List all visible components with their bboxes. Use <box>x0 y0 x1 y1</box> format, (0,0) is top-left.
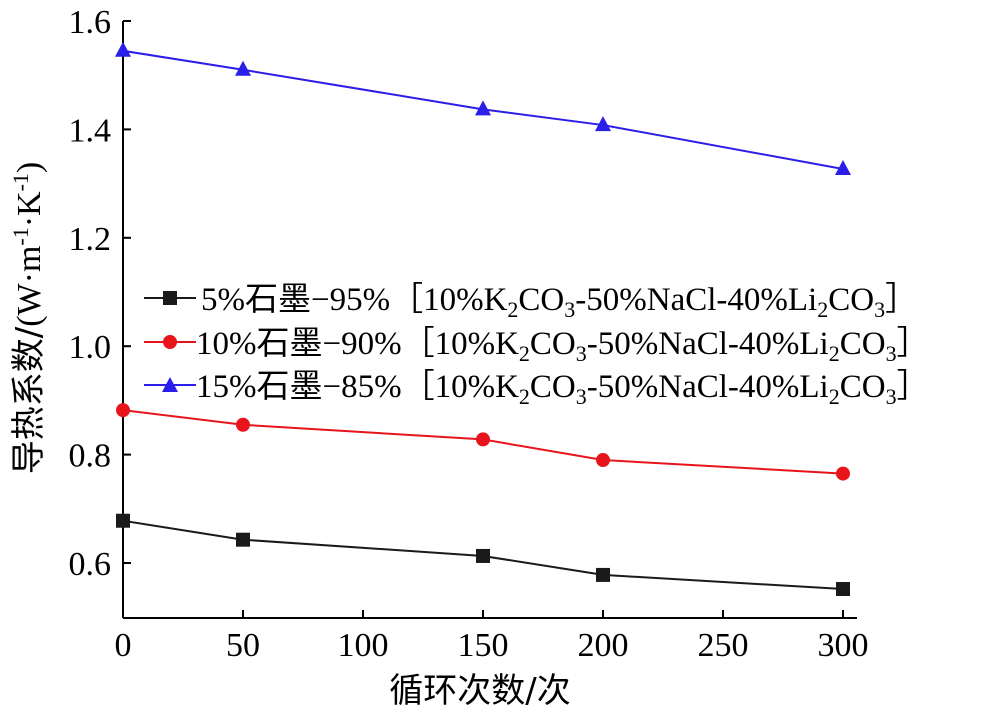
legend-entry-15pct: 15%石墨−85%［10%K2CO3-50%NaCl-40%Li2CO3］ <box>144 369 930 409</box>
data-point-1-2 <box>476 432 490 447</box>
data-point-2-4 <box>835 159 851 175</box>
legend-entry-5pct: 5%石墨−95%［10%K2CO3-50%NaCl-40%Li2CO3］ <box>144 282 918 322</box>
data-point-2-2 <box>475 100 491 116</box>
legend-entry-10pct: 10%石墨−90%［10%K2CO3-50%NaCl-40%Li2CO3］ <box>144 326 930 366</box>
legend-marker-5pct <box>163 291 177 305</box>
data-point-1-3 <box>596 453 610 468</box>
svg-text:导热系数/(W·m-1·K-1): 导热系数/(W·m-1·K-1) <box>8 162 49 475</box>
data-point-2-3 <box>595 116 611 132</box>
data-point-0-1 <box>236 532 250 547</box>
x-tick-label: 50 <box>226 627 260 664</box>
legend: 5%石墨−95%［10%K2CO3-50%NaCl-40%Li2CO3］ 10%… <box>144 282 930 409</box>
data-point-0-4 <box>836 582 850 597</box>
series-0 <box>116 513 850 597</box>
legend-label-10pct: 10%石墨−90%［10%K2CO3-50%NaCl-40%Li2CO3］ <box>196 326 930 366</box>
x-tick-label: 150 <box>458 627 509 664</box>
data-point-2-0 <box>115 41 131 57</box>
y-axis-unit-exp1: -1 <box>8 227 33 245</box>
y-axis-unit-close: ) <box>11 162 48 173</box>
x-tick-label: 100 <box>338 627 389 664</box>
series-2 <box>115 41 851 175</box>
y-tick-label: 1.6 <box>69 4 112 41</box>
y-tick-label: 0.6 <box>69 546 112 583</box>
x-tick-label: 300 <box>818 627 869 664</box>
series-layer <box>115 41 851 597</box>
data-point-1-0 <box>116 403 130 418</box>
data-point-1-4 <box>836 466 850 481</box>
y-tick-label: 1.0 <box>69 329 112 366</box>
data-point-0-0 <box>116 513 130 528</box>
x-tick-label: 200 <box>578 627 629 664</box>
axes: 0.6 0.8 1.0 1.2 1.4 1.6 0 50 100 150 200 250 300 <box>69 4 869 664</box>
y-axis-title-main: 导热系数/ <box>9 326 49 474</box>
data-point-2-1 <box>235 60 251 76</box>
y-tick-label: 1.4 <box>69 112 112 149</box>
x-tick-label: 0 <box>115 627 132 664</box>
data-point-1-1 <box>236 417 250 432</box>
y-tick-label: 1.2 <box>69 221 112 258</box>
legend-label-5pct: 5%石墨−95%［10%K2CO3-50%NaCl-40%Li2CO3］ <box>201 282 918 322</box>
y-axis-unit-exp2: -1 <box>8 173 33 191</box>
y-axis-unit-open: (W·m <box>11 246 48 327</box>
series-1 <box>116 403 850 481</box>
x-tick-label: 250 <box>698 627 749 664</box>
x-axis-title: 循环次数/次 <box>389 671 570 711</box>
legend-label-15pct: 15%石墨−85%［10%K2CO3-50%NaCl-40%Li2CO3］ <box>196 369 930 409</box>
legend-marker-10pct <box>163 335 177 349</box>
data-point-0-2 <box>476 548 490 563</box>
y-axis-title: 导热系数/(W·m-1·K-1) <box>8 162 49 475</box>
legend-marker-15pct <box>162 377 178 392</box>
y-axis-unit-mid: ·K <box>11 191 48 227</box>
y-tick-label: 0.8 <box>69 438 112 475</box>
data-point-0-3 <box>596 567 610 582</box>
